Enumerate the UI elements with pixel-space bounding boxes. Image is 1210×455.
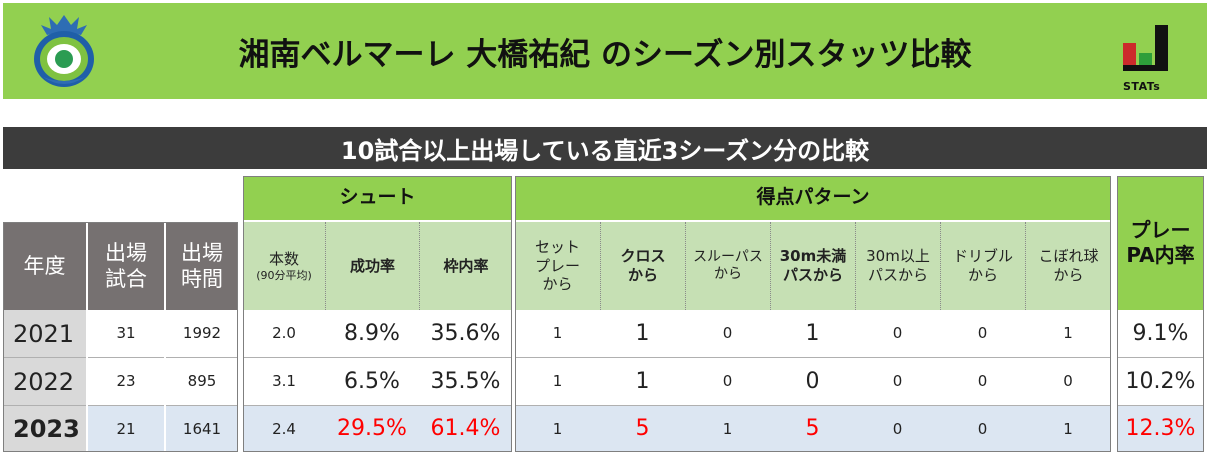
row-2023-setplay: 1 <box>515 406 600 452</box>
row-2023-loose: 1 <box>1025 406 1111 452</box>
header-through: スルーパス から <box>685 222 770 310</box>
row-2021-pass-u30: 1 <box>770 310 855 358</box>
row-2021-shots: 2.0 <box>243 310 325 358</box>
row-2021-setplay: 1 <box>515 310 600 358</box>
group-header-pattern: 得点パターン <box>515 176 1111 220</box>
row-2023-minutes: 1641 <box>166 406 238 452</box>
row-2023-pa-rate: 12.3% <box>1117 406 1204 452</box>
row-2023-cross: 5 <box>600 406 685 452</box>
row-2022-games: 23 <box>88 358 164 406</box>
row-2022-pass-u30: 0 <box>770 358 855 406</box>
row-2021-on-target: 35.6% <box>419 310 512 358</box>
row-2023-dribble: 0 <box>940 406 1025 452</box>
row-2023-year: 2023 <box>3 406 86 452</box>
row-2021-minutes: 1992 <box>166 310 238 358</box>
row-2023-pass-u30: 5 <box>770 406 855 452</box>
group-header-shoot: シュート <box>243 176 512 220</box>
row-2021-through: 0 <box>685 310 770 358</box>
header-pass-u30: 30m未満 パスから <box>770 222 855 310</box>
row-2022-cross: 1 <box>600 358 685 406</box>
row-2023-games: 21 <box>88 406 164 452</box>
header-setplay: セット プレー から <box>515 222 600 310</box>
row-2021-pa-rate: 9.1% <box>1117 310 1204 358</box>
row-2023-through: 1 <box>685 406 770 452</box>
stats-logo-icon <box>1123 25 1168 71</box>
row-2022-minutes: 895 <box>166 358 238 406</box>
row-2022-loose: 0 <box>1025 358 1111 406</box>
header-shots-sub: (90分平均) <box>256 268 312 282</box>
row-2021-dribble: 0 <box>940 310 1025 358</box>
row-2022-success: 6.5% <box>325 358 419 406</box>
row-2022-pass-o30: 0 <box>855 358 940 406</box>
row-2021-success: 8.9% <box>325 310 419 358</box>
row-2021-loose: 1 <box>1025 310 1111 358</box>
row-2021-year: 2021 <box>3 310 86 358</box>
row-2023-on-target: 61.4% <box>419 406 512 452</box>
header-success: 成功率 <box>325 222 419 310</box>
row-2021-pass-o30: 0 <box>855 310 940 358</box>
club-crest-icon <box>34 15 94 87</box>
row-2022-on-target: 35.5% <box>419 358 512 406</box>
header-shots-label: 本数 <box>268 249 299 268</box>
header-loose: こぼれ球 から <box>1025 222 1111 310</box>
header-dribble: ドリブル から <box>940 222 1025 310</box>
stats-logo-text: STATs <box>1123 80 1161 93</box>
row-2021-games: 31 <box>88 310 164 358</box>
header-banner: 湘南ベルマーレ 大橋祐紀 のシーズン別スタッツ比較 STATs <box>3 3 1207 99</box>
page-title: 湘南ベルマーレ 大橋祐紀 のシーズン別スタッツ比較 <box>238 36 972 73</box>
header-year: 年度 <box>3 222 86 310</box>
row-2022-through: 0 <box>685 358 770 406</box>
row-2022-dribble: 0 <box>940 358 1025 406</box>
row-2022-year: 2022 <box>3 358 86 406</box>
row-2022-setplay: 1 <box>515 358 600 406</box>
header-shots: 本数 (90分平均) <box>243 222 325 310</box>
header-cross: クロス から <box>600 222 685 310</box>
row-2022-shots: 3.1 <box>243 358 325 406</box>
header-games: 出場 試合 <box>88 222 164 310</box>
row-2021-cross: 1 <box>600 310 685 358</box>
header-on-target: 枠内率 <box>419 222 512 310</box>
section-subtitle: 10試合以上出場している直近3シーズン分の比較 <box>3 127 1207 169</box>
row-2023-success: 29.5% <box>325 406 419 452</box>
row-2023-pass-o30: 0 <box>855 406 940 452</box>
header-pa-rate: プレー PA内率 <box>1117 176 1204 310</box>
header-pass-o30: 30m以上 パスから <box>855 222 940 310</box>
row-2022-pa-rate: 10.2% <box>1117 358 1204 406</box>
header-minutes: 出場 時間 <box>166 222 238 310</box>
row-2023-shots: 2.4 <box>243 406 325 452</box>
